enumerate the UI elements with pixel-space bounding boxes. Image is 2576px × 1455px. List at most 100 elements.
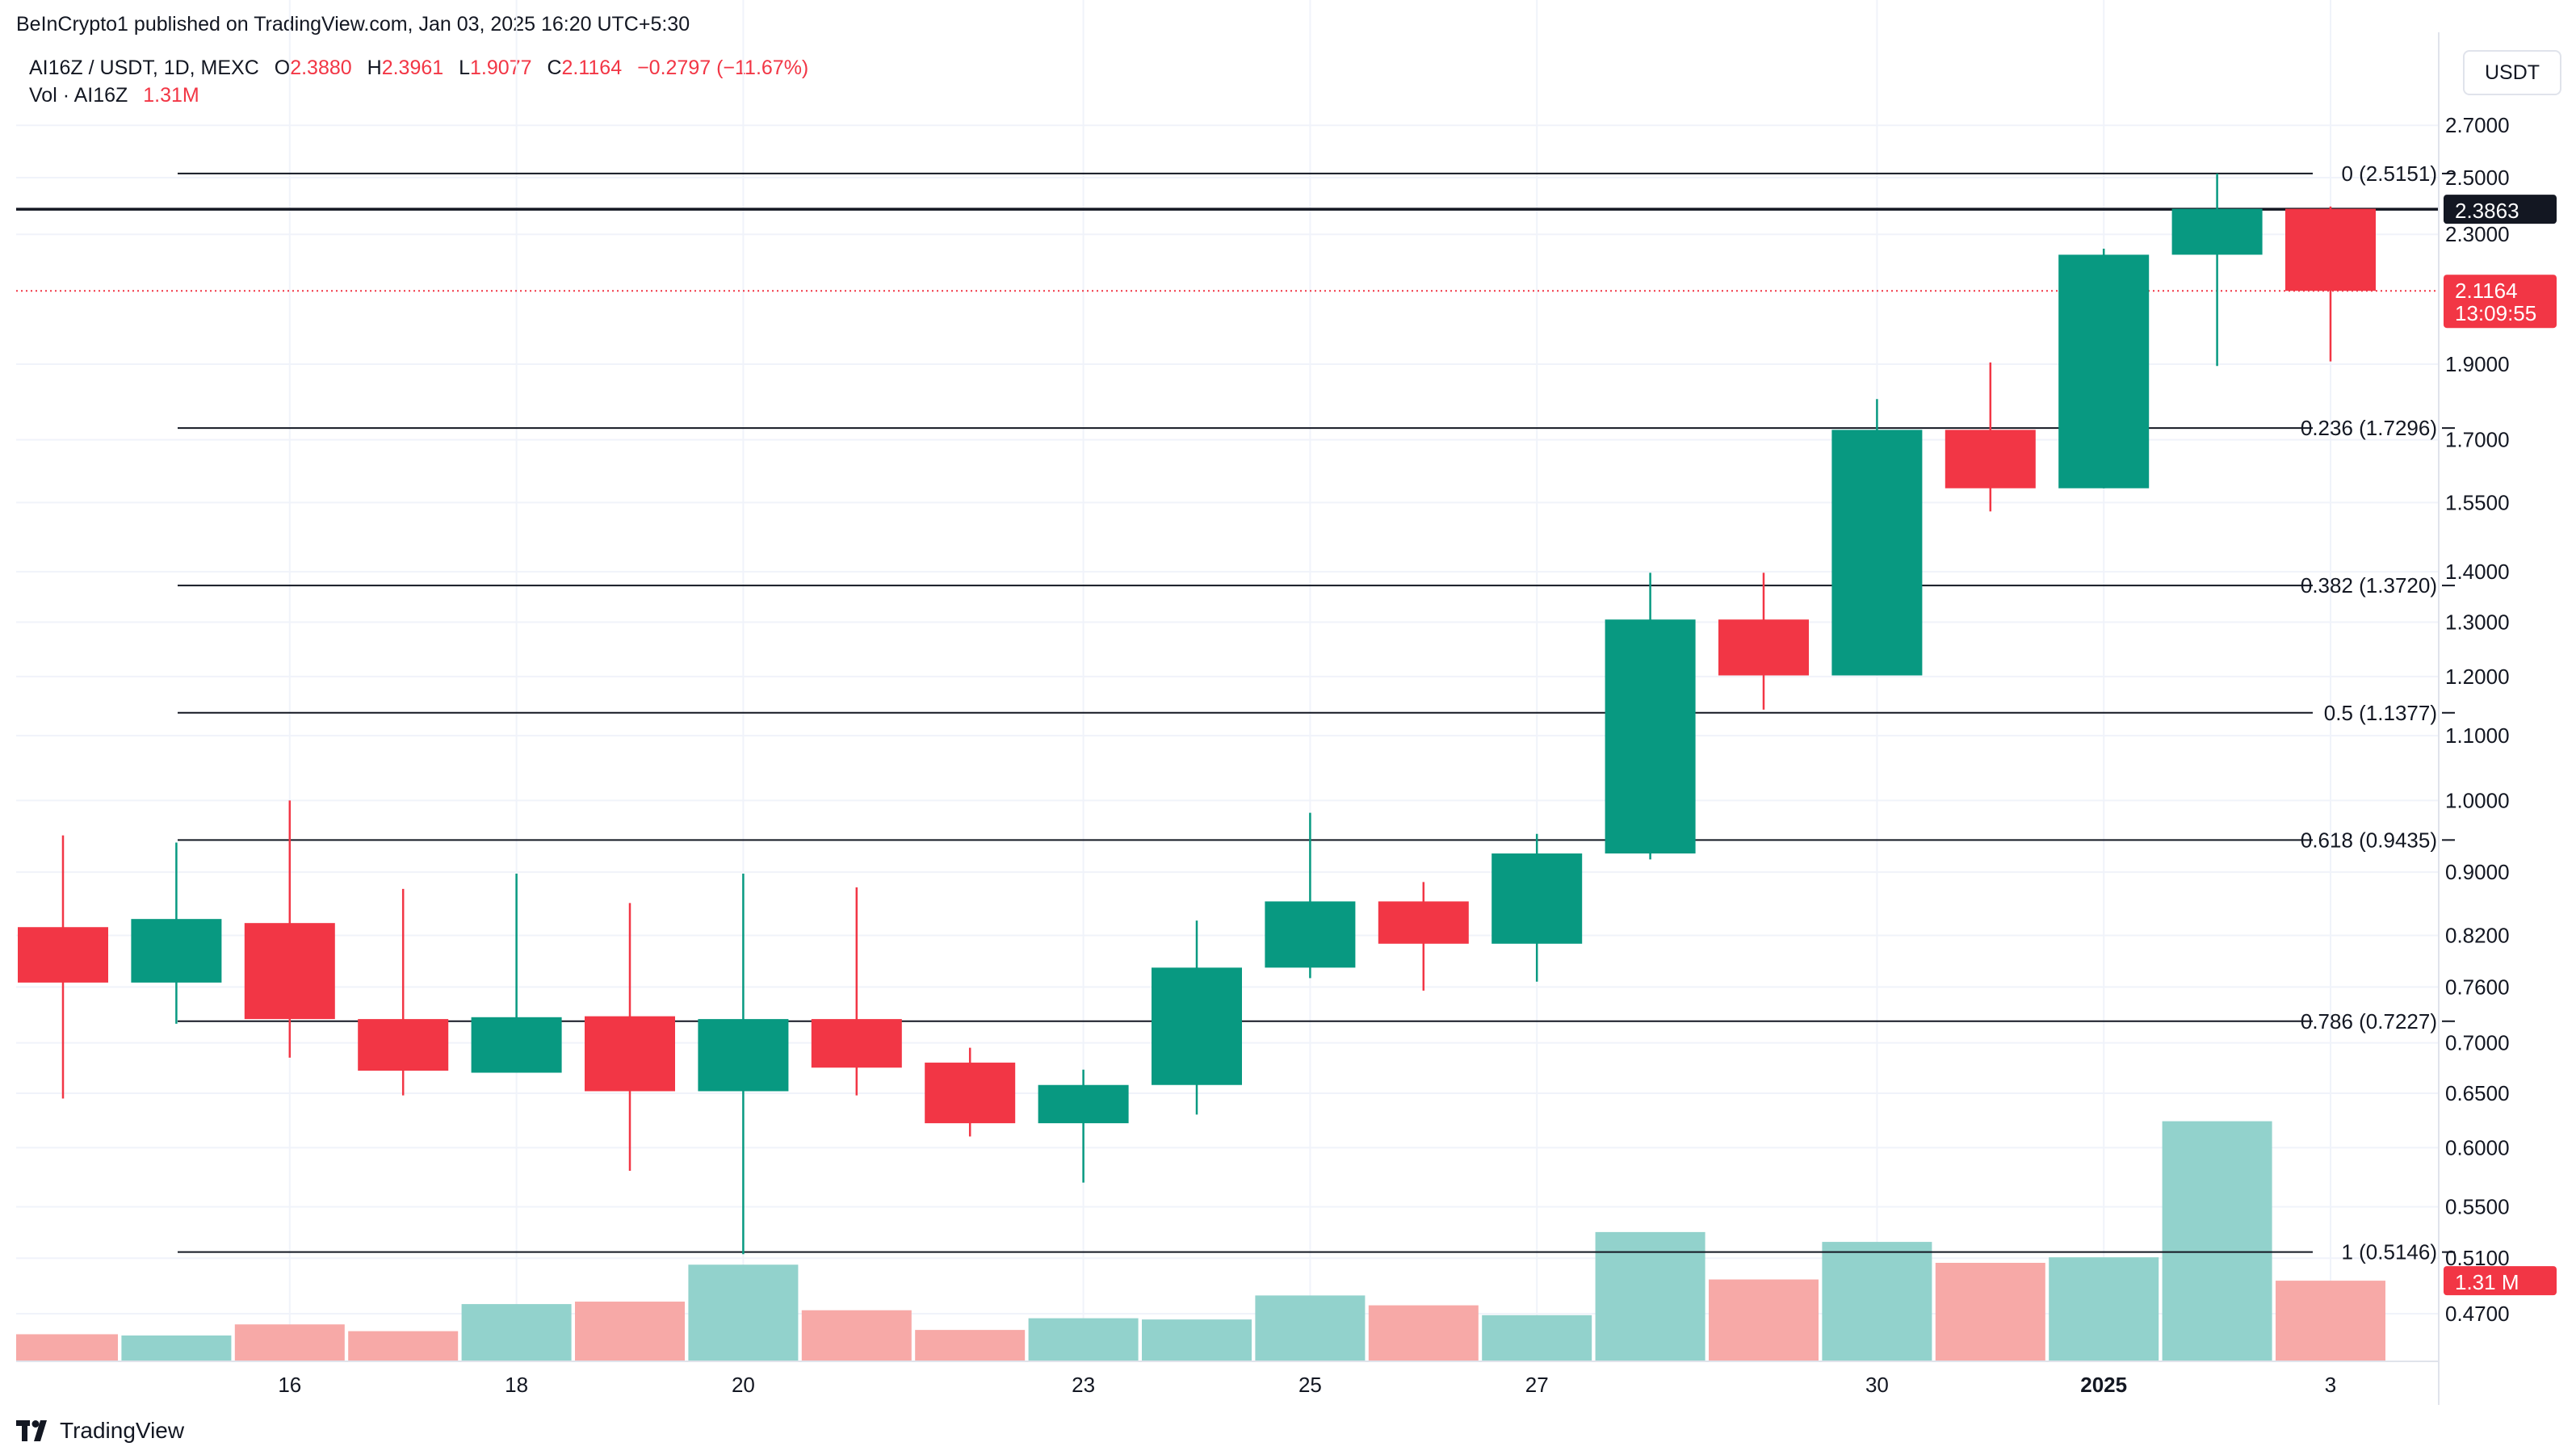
volume-bar: [1142, 1319, 1252, 1361]
candle: [925, 1047, 1016, 1137]
volume-bar: [1028, 1318, 1139, 1361]
fib-level-label: 1 (0.5146): [2341, 1240, 2437, 1264]
candle: [2058, 248, 2150, 488]
horizontal-line-badge: 2.3863: [2444, 195, 2557, 224]
volume-bar: [348, 1331, 459, 1361]
candle-body: [2058, 254, 2150, 488]
last-price-badge-text: 2.1164: [2455, 279, 2518, 303]
y-tick-label: 0.8200: [2445, 923, 2510, 947]
candle: [2285, 206, 2376, 362]
symbol-title[interactable]: AI16Z / USDT, 1D, MEXC: [29, 57, 259, 79]
y-tick-label: 0.6000: [2445, 1135, 2510, 1159]
fib-level-label: 0.786 (0.7227): [2301, 1009, 2437, 1034]
candle-body: [2285, 208, 2376, 291]
volume-value: 1.31M: [143, 84, 199, 107]
candle: [471, 873, 562, 1073]
candle-body: [1605, 619, 1696, 854]
change-value: −0.2797 (−11.67%): [637, 57, 809, 79]
candle: [1491, 833, 1583, 982]
candle: [1265, 812, 1356, 979]
y-tick-label: 1.9000: [2445, 352, 2510, 376]
y-tick-label: 0.7000: [2445, 1031, 2510, 1055]
candle: [1038, 1069, 1129, 1183]
volume-bar: [1255, 1295, 1366, 1361]
y-tick-label: 0.6500: [2445, 1081, 2510, 1105]
candle: [811, 887, 902, 1096]
y-tick-label: 1.7000: [2445, 428, 2510, 452]
candle: [1378, 882, 1469, 991]
y-tick-label: 1.2000: [2445, 665, 2510, 689]
close-label: C: [547, 57, 562, 79]
candle-body: [18, 927, 108, 983]
candle: [1152, 920, 1242, 1115]
candle: [358, 888, 449, 1096]
x-tick-label: 23: [1072, 1373, 1095, 1397]
y-tick-label: 0.7600: [2445, 975, 2510, 999]
y-tick-label: 1.1000: [2445, 723, 2510, 748]
volume-badge-bg: [2444, 1266, 2557, 1296]
y-tick-label: 0.4700: [2445, 1302, 2510, 1326]
x-tick-label: 30: [1865, 1373, 1889, 1397]
volume-badge-text: 1.31 M: [2455, 1270, 2519, 1294]
fib-level-label: 0.618 (0.9435): [2301, 828, 2437, 852]
candle-body: [1491, 853, 1583, 944]
x-tick-label: 20: [732, 1373, 755, 1397]
volume-bar: [1368, 1305, 1479, 1361]
candle-body: [1831, 430, 1923, 676]
candle-body: [1152, 967, 1242, 1085]
y-tick-label: 1.5500: [2445, 490, 2510, 514]
volume-label[interactable]: Vol · AI16Z: [29, 84, 128, 107]
volume-bar: [461, 1304, 572, 1361]
volume-bar: [801, 1310, 912, 1361]
volume-bar: [2276, 1281, 2385, 1361]
x-tick-label: 3: [2325, 1373, 2336, 1397]
low-label: L: [459, 57, 471, 79]
tradingview-logo[interactable]: TradingView: [16, 1418, 184, 1444]
axes: 2.7000 2.5000 2.3000 1.9000 1.7000 1.5500 1.40…: [16, 32, 2510, 1405]
candle: [131, 842, 222, 1024]
high-label: H: [367, 57, 382, 79]
candle-body: [1378, 901, 1469, 944]
fib-level-label: 0 (2.5151): [2341, 161, 2437, 186]
volume-bar: [2162, 1121, 2272, 1361]
volume-bar: [915, 1330, 1026, 1361]
tradingview-logo-text: TradingView: [60, 1418, 185, 1443]
horizontal-line-badge-text: 2.3863: [2455, 199, 2519, 223]
volume-bar: [688, 1264, 799, 1361]
volume-bar: [121, 1335, 232, 1361]
last-price-badge-bg: [2444, 275, 2557, 329]
candle-body: [698, 1019, 789, 1092]
volume-bar: [1822, 1242, 1932, 1361]
y-tick-label: 1.0000: [2445, 788, 2510, 812]
low-value: 1.9077: [470, 57, 532, 79]
candle: [18, 835, 108, 1099]
open-label: O: [274, 57, 291, 79]
fibonacci-retracement[interactable]: 0 (2.5151) 0.236 (1.7296) 0.382 (1.3720) 0.…: [16, 161, 2455, 1264]
fib-level-label: 0.236 (1.7296): [2301, 416, 2437, 440]
candle-body: [1265, 901, 1356, 968]
candle: [1718, 572, 1809, 710]
last-price-badge-text: 13:09:55: [2455, 301, 2536, 325]
volume-badge: 1.31 M: [2444, 1266, 2557, 1296]
fib-level-label: 0.382 (1.3720): [2301, 573, 2437, 598]
y-tick-label: 2.7000: [2445, 113, 2510, 137]
candles[interactable]: [18, 173, 2376, 1255]
y-tick-label: 1.3000: [2445, 610, 2510, 635]
candle-body: [131, 919, 222, 983]
close-value: 2.1164: [561, 57, 623, 79]
y-tick-label: 2.5000: [2445, 166, 2510, 190]
x-tick-label: 18: [505, 1373, 528, 1397]
volume-bar: [1709, 1279, 1819, 1361]
candle: [1605, 572, 1696, 860]
volume-bar: [1595, 1231, 1705, 1361]
volume-bar: [1482, 1315, 1592, 1361]
grid: [16, 0, 2439, 1361]
volume-legend: Vol · AI16Z 1.31M: [29, 84, 199, 107]
candle: [244, 800, 335, 1058]
fib-level-label: 0.5 (1.1377): [2324, 701, 2437, 725]
x-tick-label: 2025: [2080, 1373, 2127, 1397]
currency-button[interactable]: USDT: [2463, 50, 2561, 95]
